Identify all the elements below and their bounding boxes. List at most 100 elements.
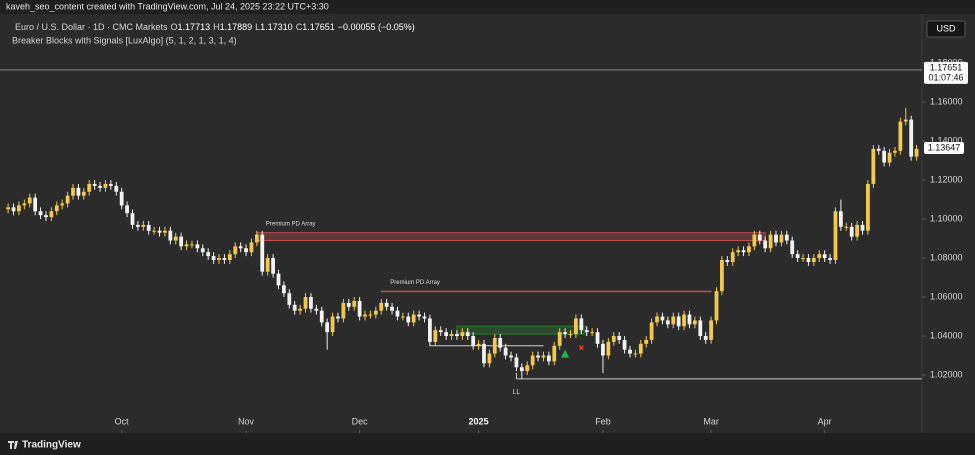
candle-body: [298, 308, 303, 311]
bull-signal: [561, 349, 570, 358]
candle-body: [276, 273, 281, 286]
ohlc-value: 1.17889: [220, 22, 253, 32]
candle-body: [357, 300, 362, 317]
x-tick-label: Feb: [595, 416, 611, 426]
candle-body: [552, 345, 557, 362]
candle-body: [768, 234, 773, 249]
candle-body: [752, 234, 757, 247]
candle-body: [563, 332, 567, 335]
candle-body: [114, 185, 119, 192]
currency[interactable]: USD: [936, 23, 956, 33]
indicator: Breaker Blocks with Signals [LuxAlgo] (5…: [12, 35, 237, 45]
candle-body: [509, 355, 513, 358]
candle-body: [487, 353, 492, 364]
candle-body: [655, 316, 659, 323]
candle-body: [714, 291, 719, 321]
candle-body: [638, 343, 643, 354]
candle-body: [428, 318, 432, 342]
ohlc-label: H: [213, 22, 220, 32]
candle-body: [757, 234, 762, 241]
candle-body: [38, 211, 43, 216]
candle-body: [6, 207, 11, 210]
zone: [380, 290, 712, 293]
candle-body: [546, 355, 551, 362]
candle-body: [103, 183, 108, 188]
candle-body: [617, 336, 622, 340]
candle-body: [314, 308, 319, 311]
candle-body: [227, 254, 232, 260]
candle-body: [146, 224, 151, 231]
candle-body: [882, 150, 887, 163]
candle-body: [60, 203, 65, 206]
candle-body: [866, 183, 870, 231]
candle-body: [330, 316, 335, 333]
candle-body: [455, 334, 459, 337]
candle-body: [238, 246, 243, 249]
candle-body: [790, 240, 795, 255]
y-tick-label: 1.10000: [930, 213, 963, 223]
candle-body: [579, 318, 584, 331]
candle-body: [838, 211, 843, 227]
candle-body: [244, 248, 248, 253]
candle-body: [319, 310, 324, 323]
candle-body: [471, 336, 476, 346]
candle-body: [411, 314, 416, 323]
candle-body: [519, 367, 524, 372]
candle-body: [703, 336, 708, 340]
candle-body: [390, 306, 394, 311]
candle-body: [568, 334, 573, 336]
candle-body: [465, 332, 470, 337]
candle-body: [217, 258, 221, 260]
y-tick-label: 1.12000: [930, 174, 963, 184]
candle-body: [341, 302, 346, 319]
legend: Euro / U.S. Dollar · 1D · CMC Markets O1.…: [15, 22, 415, 32]
candle-body: [352, 300, 357, 307]
candle-body: [449, 334, 454, 337]
candle-body: [628, 349, 632, 354]
candle-body: [417, 314, 421, 317]
currency-button[interactable]: [926, 20, 966, 38]
candle-body: [395, 310, 400, 317]
ohlc-label: L: [255, 22, 260, 32]
candle-body: [893, 150, 897, 153]
ohlc-label: C: [296, 22, 303, 32]
candle-body: [87, 183, 92, 192]
candle-body: [492, 337, 497, 354]
candle-body: [606, 341, 611, 356]
level-label: LL: [513, 389, 521, 396]
candle-body: [173, 236, 178, 241]
candle-body: [309, 297, 313, 309]
candle-body: [76, 187, 81, 196]
candle-body: [54, 205, 59, 212]
last-price-value: 1.13647: [928, 142, 961, 152]
candle-body: [736, 250, 741, 253]
candle-body: [444, 332, 449, 337]
brand: TradingView: [22, 440, 81, 451]
candle-body: [747, 246, 751, 253]
candle-body: [530, 355, 535, 366]
footer: [0, 433, 975, 455]
candle-body: [384, 302, 389, 307]
zone: [256, 232, 766, 241]
candle-body: [660, 316, 665, 321]
ohlc-value: 1.17713: [178, 22, 211, 32]
candle-body: [211, 256, 216, 260]
candle-body: [184, 244, 189, 247]
candle-body: [622, 339, 627, 350]
candle-body: [136, 224, 140, 227]
candle-body: [65, 195, 70, 204]
candle-body: [903, 119, 908, 122]
price-tag: [924, 61, 968, 84]
x-tick-label: Apr: [818, 416, 832, 426]
candle-body: [828, 258, 832, 260]
candle-body: [81, 191, 86, 196]
candle-body: [271, 258, 275, 274]
candle-body: [595, 332, 600, 344]
candle-body: [368, 314, 373, 316]
candle-body: [525, 365, 530, 372]
candle-body: [898, 121, 903, 151]
candle-body: [687, 314, 692, 325]
candle-body: [720, 259, 724, 292]
price-tag-value: 1.17651: [930, 62, 963, 72]
